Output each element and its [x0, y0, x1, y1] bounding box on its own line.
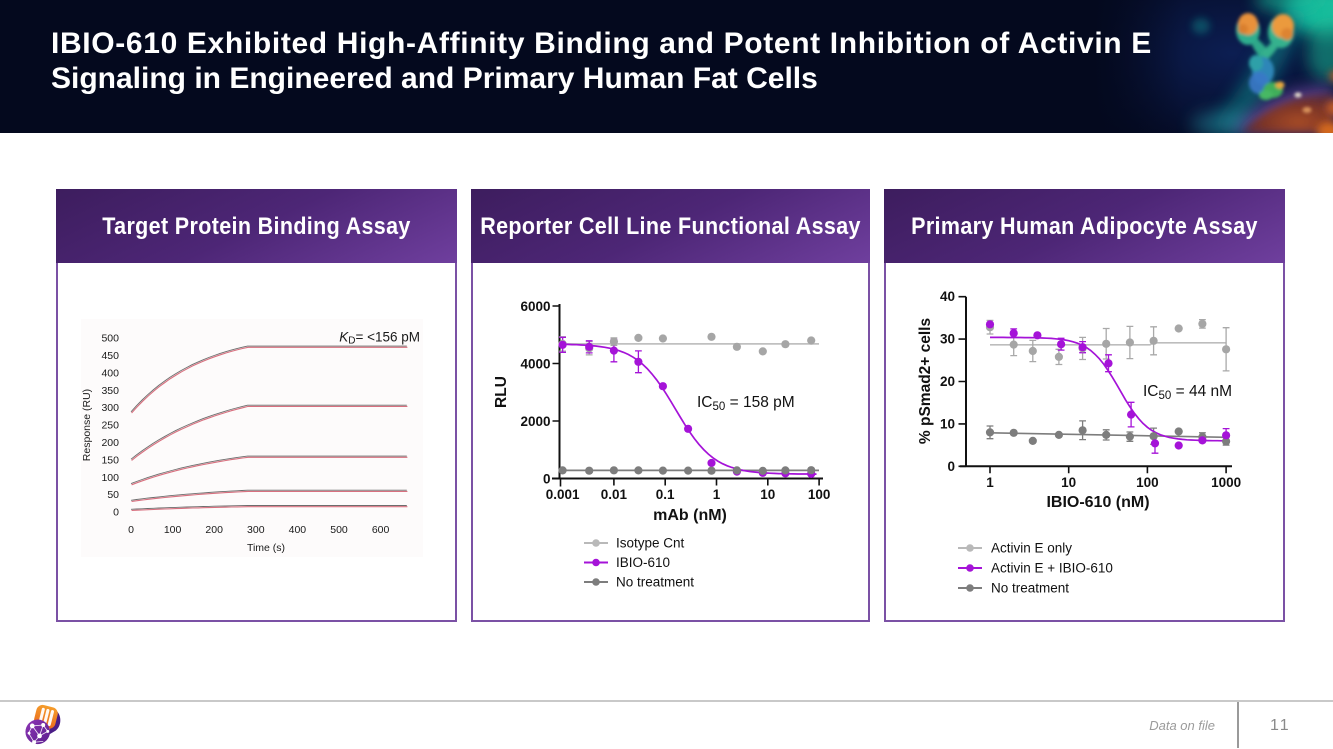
svg-text:10: 10 — [760, 487, 775, 502]
svg-text:20: 20 — [940, 374, 955, 389]
svg-text:6000: 6000 — [520, 299, 550, 314]
svg-text:Response (RU): Response (RU) — [81, 389, 93, 461]
svg-text:450: 450 — [101, 350, 119, 362]
svg-text:0.1: 0.1 — [656, 487, 675, 502]
svg-text:IC50 = 44 nM: IC50 = 44 nM — [1143, 383, 1232, 402]
svg-text:1: 1 — [986, 475, 994, 490]
svg-text:IC50 = 158 pM: IC50 = 158 pM — [697, 394, 795, 413]
svg-text:0: 0 — [543, 472, 551, 487]
svg-text:2000: 2000 — [520, 414, 550, 429]
svg-text:600: 600 — [372, 524, 390, 536]
svg-text:0: 0 — [128, 524, 134, 536]
svg-text:4000: 4000 — [520, 357, 550, 372]
svg-text:No treatment: No treatment — [616, 575, 694, 590]
svg-text:1: 1 — [713, 487, 721, 502]
svg-text:200: 200 — [101, 437, 119, 449]
svg-text:150: 150 — [101, 454, 119, 466]
svg-text:0: 0 — [113, 507, 119, 519]
svg-text:mAb (nM): mAb (nM) — [653, 507, 727, 524]
svg-text:100: 100 — [164, 524, 182, 536]
svg-text:40: 40 — [940, 289, 955, 304]
svg-text:KD= <156 pM: KD= <156 pM — [339, 330, 420, 347]
svg-text:350: 350 — [101, 385, 119, 397]
svg-text:250: 250 — [101, 420, 119, 432]
svg-text:1000: 1000 — [1211, 475, 1241, 490]
svg-text:0.001: 0.001 — [546, 487, 580, 502]
svg-text:0: 0 — [947, 459, 955, 474]
svg-text:400: 400 — [101, 367, 119, 379]
svg-text:Activin E + IBIO-610: Activin E + IBIO-610 — [991, 561, 1113, 576]
svg-text:30: 30 — [940, 332, 955, 347]
svg-text:400: 400 — [289, 524, 307, 536]
svg-text:300: 300 — [247, 524, 265, 536]
svg-text:300: 300 — [101, 402, 119, 414]
svg-text:IBIO-610: IBIO-610 — [616, 555, 670, 570]
svg-text:Activin E only: Activin E only — [991, 541, 1072, 556]
svg-text:0.01: 0.01 — [601, 487, 628, 502]
svg-text:IBIO-610 (nM): IBIO-610 (nM) — [1046, 494, 1149, 511]
svg-text:500: 500 — [330, 524, 348, 536]
svg-text:100: 100 — [808, 487, 831, 502]
svg-text:200: 200 — [205, 524, 223, 536]
svg-text:No treatment: No treatment — [991, 581, 1069, 596]
svg-text:10: 10 — [1061, 475, 1076, 490]
svg-text:RLU: RLU — [493, 376, 510, 408]
svg-text:Isotype Cnt: Isotype Cnt — [616, 536, 685, 551]
svg-text:% pSmad2+ cells: % pSmad2+ cells — [917, 318, 934, 444]
svg-text:50: 50 — [107, 489, 119, 501]
svg-text:100: 100 — [1136, 475, 1159, 490]
svg-text:100: 100 — [101, 472, 119, 484]
svg-text:10: 10 — [940, 416, 955, 431]
svg-text:Time (s): Time (s) — [247, 542, 285, 554]
svg-text:500: 500 — [101, 333, 119, 345]
